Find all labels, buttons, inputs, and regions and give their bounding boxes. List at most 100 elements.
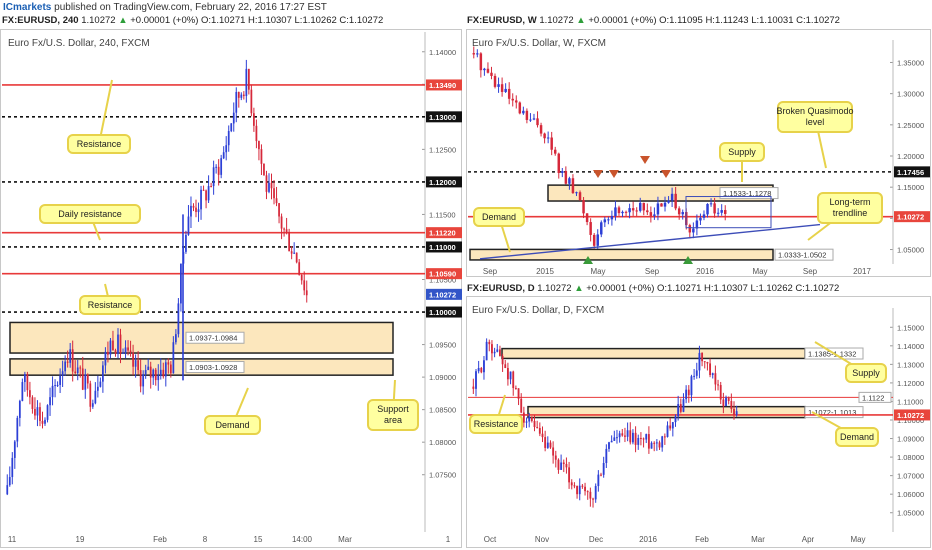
candle-body [134,360,137,367]
h4-high: H:1.10307 [248,15,292,26]
callout-box [473,207,525,227]
daily-panel-frame [466,296,931,548]
candle-body [717,384,719,386]
candle-body [139,370,142,387]
candle-body [29,390,31,398]
candle-body [605,448,608,464]
candle-body [164,362,167,377]
candle-body [685,389,688,400]
candle-body [174,334,177,343]
candle-body [573,485,576,487]
candle-body [649,212,653,216]
candle-body [733,408,735,415]
x-axis-label: 19 [76,535,85,544]
candle-body [656,203,660,215]
candle-body [699,217,702,221]
candle-body [107,351,109,355]
callout-box [817,192,883,224]
y-axis-label: 1.05000 [897,246,924,255]
candle-body [533,420,536,428]
candle-body [235,91,238,113]
y-axis-label: 1.25000 [897,121,924,130]
candle-body [546,442,549,448]
candle-body [6,485,9,495]
candle-body [46,405,49,420]
candle-body [706,203,709,215]
brand-name[interactable]: ICmarkets [3,2,52,13]
price-tag [426,176,462,188]
candle-body [245,68,248,97]
zone-rect [527,405,806,419]
callout-box [719,142,765,162]
candle-body [96,386,99,391]
candle-body [265,175,268,192]
candle-body [735,411,738,415]
candle-body [578,485,581,495]
callout-text: Broken Quasimodo [776,106,853,116]
candle-body [564,171,568,184]
candle-body [137,360,140,371]
x-axis-label: Apr [802,535,815,544]
candle-body [610,216,614,220]
weekly-open: O:1.11095 [659,15,703,26]
candle-body [693,375,696,377]
candle-body [149,366,152,378]
candle-body [557,153,561,173]
candle-body [210,186,212,188]
price-tag-label: 1.12000 [429,178,456,187]
candle-body [295,252,298,263]
candle-body [624,435,626,437]
candle-body [212,167,215,187]
weekly-chart-title: Euro Fx/U.S. Dollar, W, FXCM [472,38,606,49]
candle-body [702,214,706,218]
candle-body [711,373,714,376]
candle-body [283,228,285,230]
candle-body [541,433,544,438]
x-axis-label: May [850,535,865,544]
callout-text: area [384,415,402,425]
candle-body [479,53,483,71]
publish-info: published on TradingView.com, February 2… [54,2,327,13]
candle-body [476,53,479,55]
candle-body [550,137,553,150]
x-axis-label: Sep [645,267,660,276]
candle-body [586,491,589,493]
candle-body [11,457,14,478]
candle-body [91,403,94,407]
candle-body [162,369,165,377]
candle-body [16,417,19,442]
candle-body [695,370,698,376]
callout-box [39,204,141,224]
x-axis-label: Sep [483,267,498,276]
candle-body [192,205,195,208]
candle-body [512,371,515,389]
zone-label: 1.0903-1.0928 [189,363,237,372]
candle-body [49,397,51,406]
candle-body [104,351,107,366]
candle-body [592,234,596,246]
zone-label-box [804,406,864,419]
candle-body [650,442,653,449]
candle-body [511,98,514,101]
candle-body [592,498,594,500]
x-axis-label: Mar [338,535,352,544]
callout-box [845,363,887,383]
candle-body [260,149,263,164]
candle-body [709,363,712,376]
candle-body [51,385,54,398]
x-axis-label: May [590,267,605,276]
candle-body [562,462,565,464]
candle-body [280,216,283,229]
candle-body [488,341,491,345]
candle-body [477,367,480,372]
candle-body [549,442,552,448]
h4-low: L:1.10262 [294,15,337,26]
candle-body [597,474,600,487]
candle-body [682,399,685,412]
candle-body [18,400,21,418]
candle-body [701,352,704,362]
candle-body [568,178,571,184]
candle-body [528,416,531,422]
y-axis-label: 1.12000 [897,379,924,388]
candle-body [242,94,245,97]
